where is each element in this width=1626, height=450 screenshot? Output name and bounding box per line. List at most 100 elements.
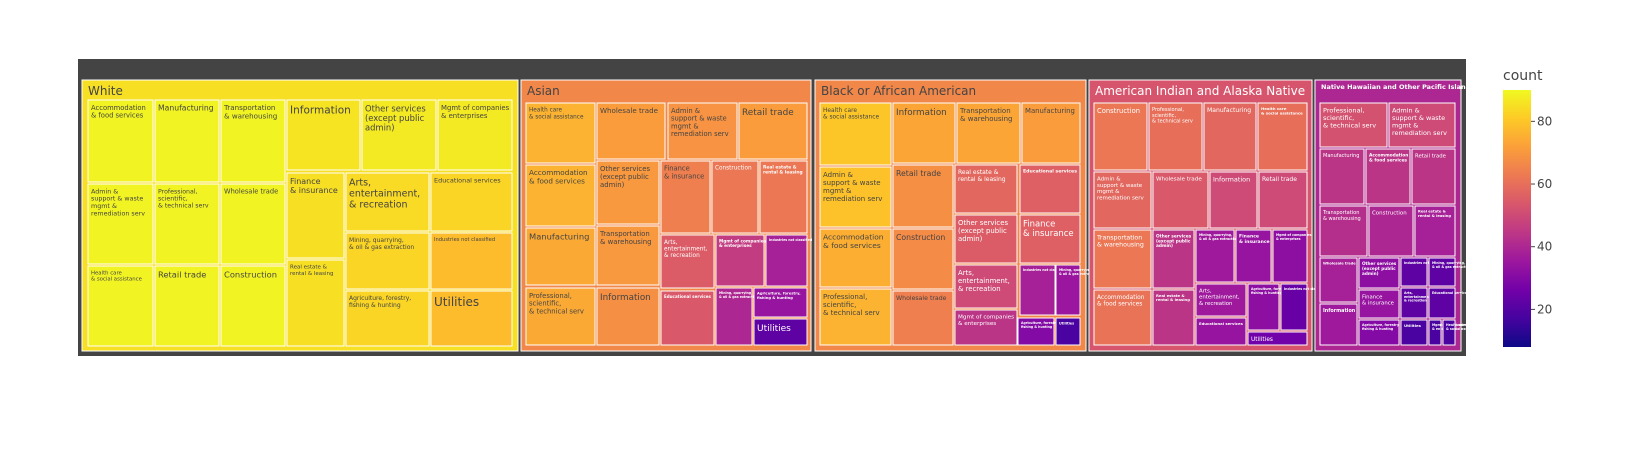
tile-educational-services[interactable]: Educational services [430,172,513,232]
tile-information[interactable]: Information [1319,303,1358,346]
tile-rect[interactable] [1319,303,1358,346]
tile-wholesale-trade[interactable]: Wholesale trade [596,102,666,160]
tile-mgmt-of-companies-enterprises[interactable]: Mgmt of companies& enterprises [437,99,513,171]
tile-mining-quarrying-oil-gas-extraction[interactable]: Mining, quarrying, & oil & gas extraction [1428,257,1472,287]
tile-rect[interactable] [1442,319,1456,346]
tile-rect[interactable] [1400,287,1428,319]
tile-rect[interactable] [892,102,956,164]
tile-rect[interactable] [892,164,954,228]
tile-rect[interactable] [1358,319,1400,346]
tile-rect[interactable] [753,287,808,318]
tile-professional-scientific-technical-serv[interactable]: Professional, scientific, & technical serv [525,287,596,346]
tile-rect[interactable] [1368,205,1414,257]
tile-finance-insurance[interactable]: Finance & insurance [1019,214,1081,264]
tile-information[interactable]: Information [596,287,660,346]
tile-rect[interactable] [1235,229,1272,283]
tile-other-services-except-public-admin[interactable]: Other services (except public admin) [361,99,437,171]
tile-rect[interactable] [87,265,154,347]
tile-rect[interactable] [954,214,1018,264]
tile-manufacturing[interactable]: Manufacturing [1319,148,1365,205]
tile-agriculture-forestry-fishing-hunting[interactable]: Agriculture, forestry, fishing & hunting [1017,317,1059,346]
tile-rect[interactable] [711,160,759,234]
tile-other-services-except-public-admin[interactable]: Other services (except public admin) [954,214,1018,264]
tile-rect[interactable] [1195,317,1247,346]
tile-finance-insurance[interactable]: Finance & insurance [286,172,345,259]
tile-rect[interactable] [1055,317,1081,346]
tile-rect[interactable] [525,164,596,227]
tile-rect[interactable] [430,172,513,232]
tile-admin-support-waste-mgmt-remediation-serv[interactable]: Admin & support & waste mgmt & remediation … [819,166,892,228]
tile-transportation-warehousing[interactable]: Transportation & warehousing [1093,229,1152,289]
tile-other-services-except-public-admin[interactable]: Other services (except public admin) [596,160,660,225]
tile-rect[interactable] [1093,171,1152,229]
tile-construction[interactable]: Construction [1368,205,1414,257]
tile-rect[interactable] [525,227,596,286]
tile-retail-trade[interactable]: Retail trade [1411,148,1456,205]
tile-rect[interactable] [1414,205,1456,257]
tile-arts-entertainment-recreation[interactable]: Arts, entertainment, & recreation [345,172,430,232]
tile-rect[interactable] [1365,148,1411,205]
tile-rect[interactable] [660,234,715,289]
tile-rect[interactable] [1021,102,1081,164]
tile-finance-insurance[interactable]: Finance & insurance [1235,229,1272,283]
tile-health-care-social-assistance[interactable]: Health care & social assistance [1442,319,1480,346]
tile-rect[interactable] [1358,257,1400,289]
tile-rect[interactable] [738,102,808,160]
tile-arts-entertainment-recreation[interactable]: Arts, entertainment, & recreation [954,264,1018,309]
tile-accommodation-food-services[interactable]: Accommodation & food services [87,99,154,183]
tile-retail-trade[interactable]: Retail trade [892,164,954,228]
tile-utilities[interactable]: Utilities [430,290,513,347]
tile-information[interactable]: Information [892,102,956,164]
tile-rect[interactable] [759,160,808,234]
tile-arts-entertainment-recreation[interactable]: Arts, entertainment, & recreation [660,234,715,289]
tile-rect[interactable] [1093,289,1152,346]
tile-manufacturing[interactable]: Manufacturing [525,227,596,286]
tile-real-estate-rental-leasing[interactable]: Real estate & rental & leasing [954,164,1018,214]
tile-rect[interactable] [430,290,513,347]
tile-rect[interactable] [1257,102,1308,171]
tile-accommodation-food-services[interactable]: Accommodation & food services [1365,148,1411,205]
tile-mining-quarrying-oil-gas-extraction[interactable]: Mining, quarrying, & oil & gas extraction [1195,229,1239,283]
tile-utilities[interactable]: Utilities [753,318,808,346]
tile-educational-services[interactable]: Educational services [660,290,715,346]
tile-retail-trade[interactable]: Retail trade [154,265,220,347]
tile-rect[interactable] [154,183,220,265]
tile-rect[interactable] [892,290,954,346]
tile-accommodation-food-services[interactable]: Accommodation & food services [819,228,892,288]
tile-construction[interactable]: Construction [220,265,286,347]
tile-rect[interactable] [1093,229,1152,289]
tile-arts-entertainment-recreation[interactable]: Arts, entertainment, & recreation [1195,283,1247,317]
tile-rect[interactable] [345,290,430,347]
tile-other-services-except-public-admin[interactable]: Other services (except public admin) [1152,229,1195,289]
tile-rect[interactable] [1093,102,1148,171]
tile-rect[interactable] [819,228,892,288]
tile-mgmt-of-companies-enterprises[interactable]: Mgmt of companies& enterprises [715,234,767,287]
tile-rect[interactable] [667,102,738,160]
tile-rect[interactable] [1319,148,1365,205]
tile-professional-scientific-technical-serv[interactable]: Professional, scientific, & technical serv [1319,102,1388,148]
tile-rect[interactable] [87,183,154,265]
tile-rect[interactable] [660,160,711,234]
tile-health-care-social-assistance[interactable]: Health care & social assistance [525,102,596,164]
tile-professional-scientific-technical-serv[interactable]: Professional, scientific, & technical serv [154,183,220,265]
tile-rect[interactable] [596,160,660,225]
tile-rect[interactable] [437,99,513,171]
tile-wholesale-trade[interactable]: Wholesale trade [1152,171,1209,229]
tile-industries-not-classified[interactable]: Industries not classified [765,234,813,287]
tile-rect[interactable] [361,99,437,171]
tile-rect[interactable] [220,183,286,265]
tile-real-estate-rental-leasing[interactable]: Real estate & rental & leasing [1414,205,1456,257]
tile-retail-trade[interactable]: Retail trade [1258,171,1308,229]
tile-rect[interactable] [1019,264,1056,316]
tile-admin-support-waste-mgmt-remediation-serv[interactable]: Admin & support & waste mgmt & remediation … [1388,102,1456,148]
tile-accommodation-food-services[interactable]: Accommodation & food services [525,164,596,227]
tile-rect[interactable] [1195,229,1235,283]
tile-rect[interactable] [525,102,596,164]
tile-rect[interactable] [154,265,220,347]
tile-information[interactable]: Information [286,99,361,171]
tile-rect[interactable] [286,99,361,171]
tile-rect[interactable] [1195,283,1247,317]
tile-industries-not-classified[interactable]: Industries not classified [1280,283,1328,331]
tile-rect[interactable] [1152,229,1195,289]
tile-rect[interactable] [1400,319,1428,346]
